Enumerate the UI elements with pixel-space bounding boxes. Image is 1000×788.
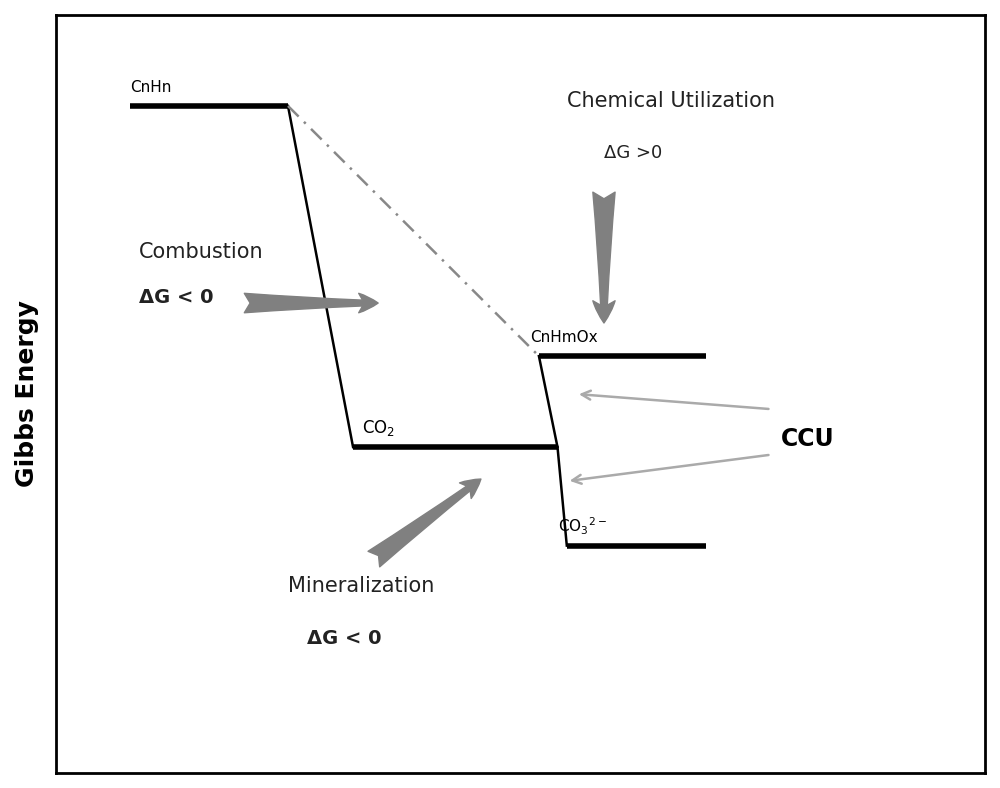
Text: Mineralization: Mineralization bbox=[288, 576, 434, 596]
Y-axis label: Gibbs Energy: Gibbs Energy bbox=[15, 300, 39, 488]
Text: Chemical Utilization: Chemical Utilization bbox=[567, 91, 775, 111]
Text: CnHmOx: CnHmOx bbox=[530, 329, 597, 344]
Text: ΔG < 0: ΔG < 0 bbox=[139, 288, 214, 307]
Text: CO$_2$: CO$_2$ bbox=[362, 418, 395, 438]
Text: CCU: CCU bbox=[781, 427, 834, 452]
Text: CnHn: CnHn bbox=[130, 80, 171, 95]
Text: Combustion: Combustion bbox=[139, 243, 264, 262]
Text: CO$_3$$^{2-}$: CO$_3$$^{2-}$ bbox=[558, 515, 606, 537]
Text: ΔG < 0: ΔG < 0 bbox=[307, 629, 381, 648]
Text: ΔG >0: ΔG >0 bbox=[604, 144, 662, 162]
